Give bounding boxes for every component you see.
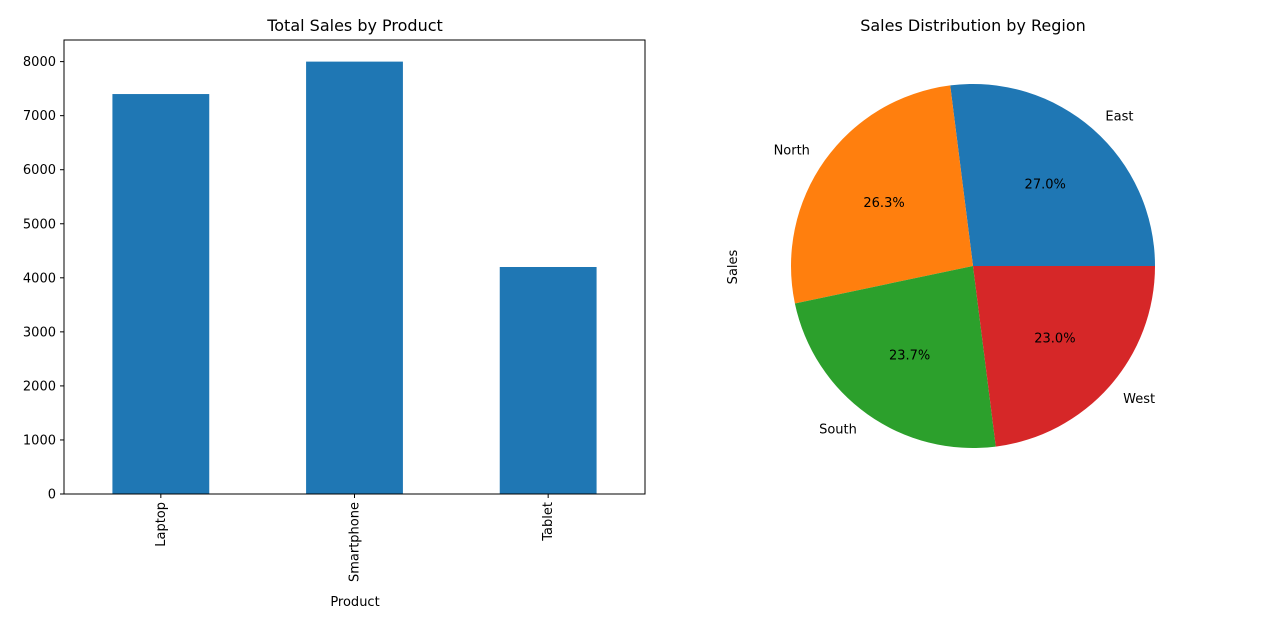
pie-percent-label: 26.3% <box>863 196 904 211</box>
pie-percent-label: 23.7% <box>889 348 930 363</box>
bar-laptop <box>112 94 210 495</box>
bar-plot-area: Laptop Smartphone Tablet 0 1000 2000 3000 4000 5… <box>23 39 646 582</box>
pie-slice-label: West <box>1123 392 1155 407</box>
bar-smartphone <box>306 61 403 494</box>
bar-tablet <box>499 267 597 494</box>
y-tick-label: 8000 <box>23 55 56 70</box>
pie-percent-label: 23.0% <box>1034 332 1075 347</box>
pie-chart: Sales Distribution by Region Sales 27.0%… <box>726 16 1155 449</box>
y-tick-label: 3000 <box>23 325 56 340</box>
x-tick-label: Tablet <box>541 502 556 542</box>
pie-slice-label: North <box>774 143 810 158</box>
bar-axes-frame <box>63 39 646 495</box>
y-tick-label: 1000 <box>23 433 56 448</box>
bar-x-axis-label: Product <box>330 595 379 610</box>
y-tick-label: 0 <box>48 488 56 503</box>
pie-slice-north <box>790 85 973 304</box>
pie-plot-area: 27.0% East 26.3% North 23.7% South 23.0% West <box>774 83 1155 449</box>
pie-y-axis-label: Sales <box>726 249 741 284</box>
pie-percent-label: 27.0% <box>1025 178 1066 193</box>
x-tick-label: Smartphone <box>348 502 363 582</box>
bar-chart: Total Sales by Product Laptop Smartphone T… <box>23 16 646 610</box>
x-tick-label: Laptop <box>154 502 169 547</box>
y-tick-label: 5000 <box>23 217 56 232</box>
pie-slice-label: South <box>819 423 857 438</box>
bar-chart-title: Total Sales by Product <box>266 16 443 35</box>
y-tick-label: 7000 <box>23 109 56 124</box>
pie-slice-east <box>950 83 1155 267</box>
y-tick-label: 4000 <box>23 271 56 286</box>
y-tick-label: 6000 <box>23 163 56 178</box>
pie-slice-south <box>794 266 996 449</box>
pie-slice-label: East <box>1105 109 1133 124</box>
pie-slice-west <box>973 266 1155 447</box>
pie-chart-title: Sales Distribution by Region <box>860 16 1086 35</box>
y-tick-label: 2000 <box>23 379 56 394</box>
